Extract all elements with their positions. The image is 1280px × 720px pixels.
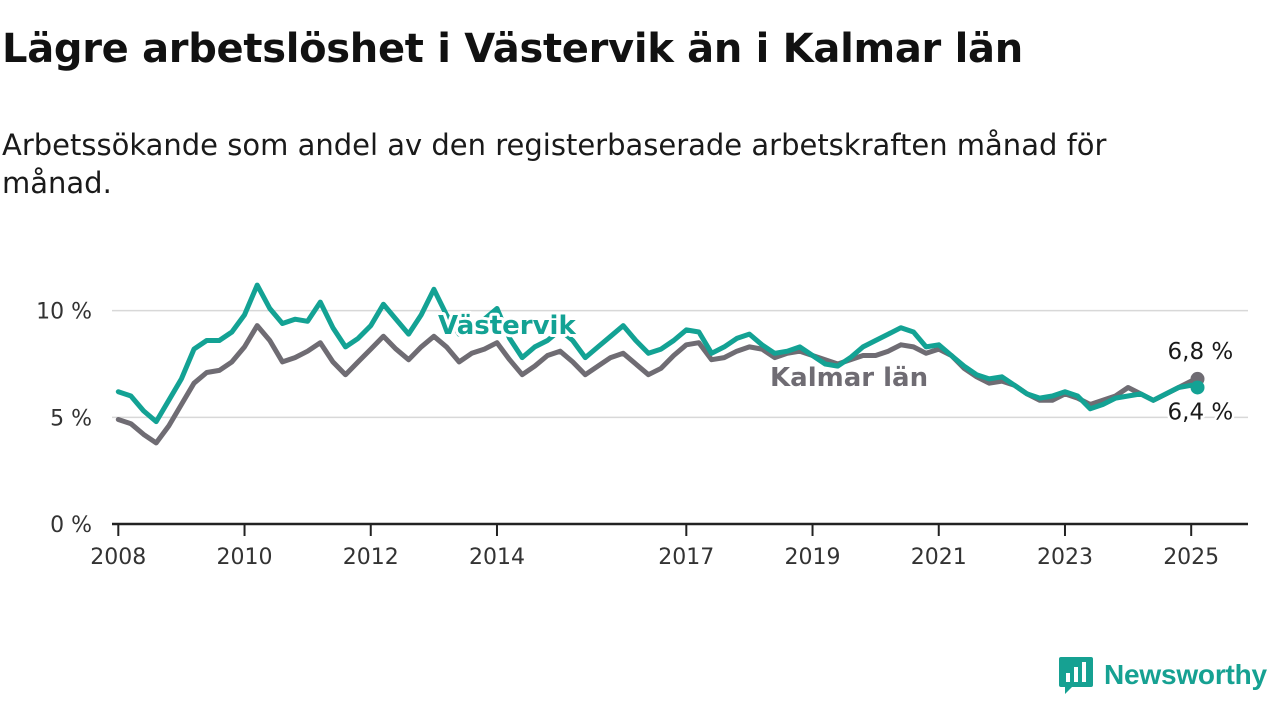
- series-label-kalmar: Kalmar län: [770, 363, 928, 393]
- series-labels: 6,8 % 6,4 % Västervik Kalmar län: [435, 308, 1236, 428]
- y-tick-label: 0 %: [50, 513, 92, 538]
- series-line-vastervik: [115, 282, 1200, 425]
- x-tick-label: 2014: [469, 545, 525, 570]
- newsworthy-logo-icon: [1059, 657, 1093, 694]
- x-tick-label: 2010: [217, 545, 273, 570]
- series-label-vastervik: Västervik: [438, 311, 576, 341]
- newsworthy-brand[interactable]: Newsworthy: [1058, 655, 1267, 695]
- x-tick-label: 2012: [343, 545, 399, 570]
- y-tick-label: 10 %: [36, 300, 92, 325]
- x-axis: 2008 2010 2012 2014 2017 2019 2021 2023 2025: [90, 522, 1248, 570]
- y-axis-ticks: 0 % 5 % 10 %: [36, 300, 92, 538]
- x-tick-label: 2021: [911, 545, 967, 570]
- grid-lines: [112, 309, 1248, 419]
- x-tick-label: 2017: [658, 545, 714, 570]
- end-value-label-vastervik: 6,4 %: [1168, 399, 1234, 425]
- series-line-kalmar: [115, 323, 1200, 446]
- end-value-label-kalmar: 6,8 %: [1168, 339, 1234, 365]
- x-tick-label: 2019: [785, 545, 841, 570]
- x-tick-label: 2025: [1163, 545, 1219, 570]
- y-tick-label: 5 %: [50, 406, 92, 431]
- series-end-point-vastervik: [1190, 380, 1205, 395]
- chart-subtitle: Arbetssökande som andel av den registerb…: [2, 128, 1107, 200]
- series-lines: [115, 282, 1205, 446]
- x-tick-label: 2008: [90, 545, 146, 570]
- x-tick-label: 2023: [1037, 545, 1093, 570]
- brand-name: Newsworthy: [1104, 659, 1267, 690]
- chart-title: Lägre arbetslöshet i Västervik än i Kalm…: [2, 26, 1023, 72]
